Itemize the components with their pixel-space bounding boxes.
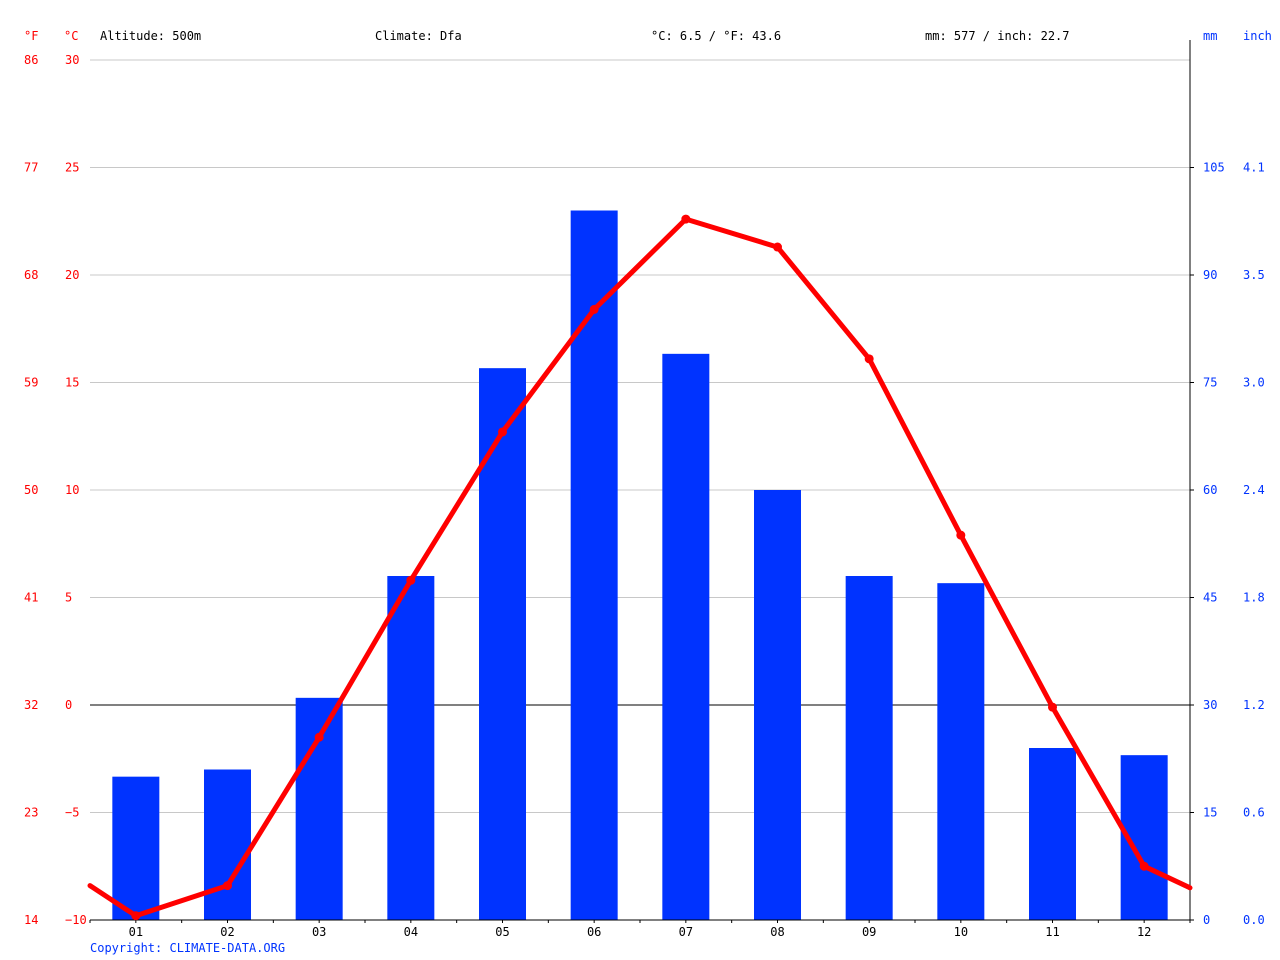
precipitation-bar [112,776,160,920]
y-tick-label-celsius: 0 [65,698,72,712]
x-tick-label: 06 [587,925,601,939]
y-tick-label-fahrenheit: 77 [24,161,38,175]
x-tick-label: 05 [495,925,509,939]
precipitation-bar [754,490,801,920]
precipitation-bar [845,576,893,920]
y-tick-label-mm: 75 [1203,376,1217,390]
x-tick-label: 04 [404,925,418,939]
temperature-point [681,214,691,224]
y-tick-label-inch: 0.0 [1243,913,1265,927]
y-tick-label-inch: 1.2 [1243,698,1265,712]
temperature-point [1139,861,1149,871]
y-tick-label-mm: 0 [1203,913,1210,927]
y-tick-label-inch: 1.8 [1243,591,1265,605]
celsius-unit-label: °C [64,29,78,43]
precipitation-bar [570,210,618,920]
climate-label: Climate: Dfa [375,29,462,43]
x-tick-label: 03 [312,925,326,939]
precipitation-bars [112,210,1168,921]
y-tick-label-celsius: 25 [65,161,79,175]
y-tick-label-celsius: 20 [65,268,79,282]
y-tick-label-inch: 3.5 [1243,268,1265,282]
y-tick-label-celsius: 10 [65,483,79,497]
y-tick-label-fahrenheit: 23 [24,806,38,820]
precipitation-bar [387,576,435,920]
y-tick-label-inch: 4.1 [1243,161,1265,175]
inch-unit-label: inch [1243,29,1272,43]
y-tick-label-celsius: −5 [65,806,79,820]
y-tick-label-fahrenheit: 68 [24,268,38,282]
gridlines [90,59,1190,813]
y-tick-label-inch: 2.4 [1243,483,1265,497]
temperature-point [1048,702,1057,712]
precipitation-bar [937,583,985,920]
x-tick-label: 01 [129,925,143,939]
temperature-average-label: °C: 6.5 / °F: 43.6 [651,29,781,43]
temperature-line [87,214,1193,921]
y-tick-label-fahrenheit: 86 [24,53,38,67]
mm-unit-label: mm [1203,29,1217,43]
x-tick-label: 08 [770,925,784,939]
y-tick-label-celsius: 5 [65,591,72,605]
altitude-label: Altitude: 500m [100,29,201,43]
y-tick-label-celsius: −10 [65,913,87,927]
precipitation-bar [295,697,343,920]
temperature-point [498,427,507,437]
x-tick-label: 12 [1137,925,1151,939]
copyright-link[interactable]: Copyright: CLIMATE-DATA.ORG [90,941,285,955]
precipitation-bar [204,769,251,920]
y-tick-label-fahrenheit: 50 [24,483,38,497]
y-tick-label-fahrenheit: 41 [24,591,38,605]
y-tick-label-celsius: 15 [65,376,79,390]
temperature-point [406,575,416,585]
precipitation-bar [662,353,710,920]
y-tick-label-mm: 60 [1203,483,1217,497]
y-tick-label-inch: 0.6 [1243,806,1265,820]
y-tick-label-mm: 105 [1203,161,1225,175]
temperature-point [589,304,599,314]
x-tick-label: 11 [1045,925,1059,939]
y-tick-label-inch: 3.0 [1243,376,1265,390]
axes [89,40,1194,923]
y-tick-label-mm: 30 [1203,698,1217,712]
temperature-point [956,530,966,540]
fahrenheit-unit-label: °F [24,29,38,43]
y-tick-label-mm: 90 [1203,268,1217,282]
temperature-point [314,732,324,742]
y-tick-label-fahrenheit: 14 [24,913,38,927]
temperature-point [223,881,232,891]
y-tick-label-fahrenheit: 32 [24,698,38,712]
precipitation-total-label: mm: 577 / inch: 22.7 [925,29,1070,43]
x-tick-label: 10 [954,925,968,939]
x-tick-label: 09 [862,925,876,939]
y-tick-label-mm: 15 [1203,806,1217,820]
y-tick-label-mm: 45 [1203,591,1217,605]
temperature-point [773,242,782,252]
x-tick-label: 02 [220,925,234,939]
temperature-point [864,354,874,364]
y-tick-label-celsius: 30 [65,53,79,67]
precipitation-bar [1029,748,1076,920]
precipitation-bar [479,368,526,921]
y-tick-label-fahrenheit: 59 [24,376,38,390]
x-tick-label: 07 [679,925,693,939]
temperature-polyline [87,216,1193,919]
temperature-point [131,911,141,921]
